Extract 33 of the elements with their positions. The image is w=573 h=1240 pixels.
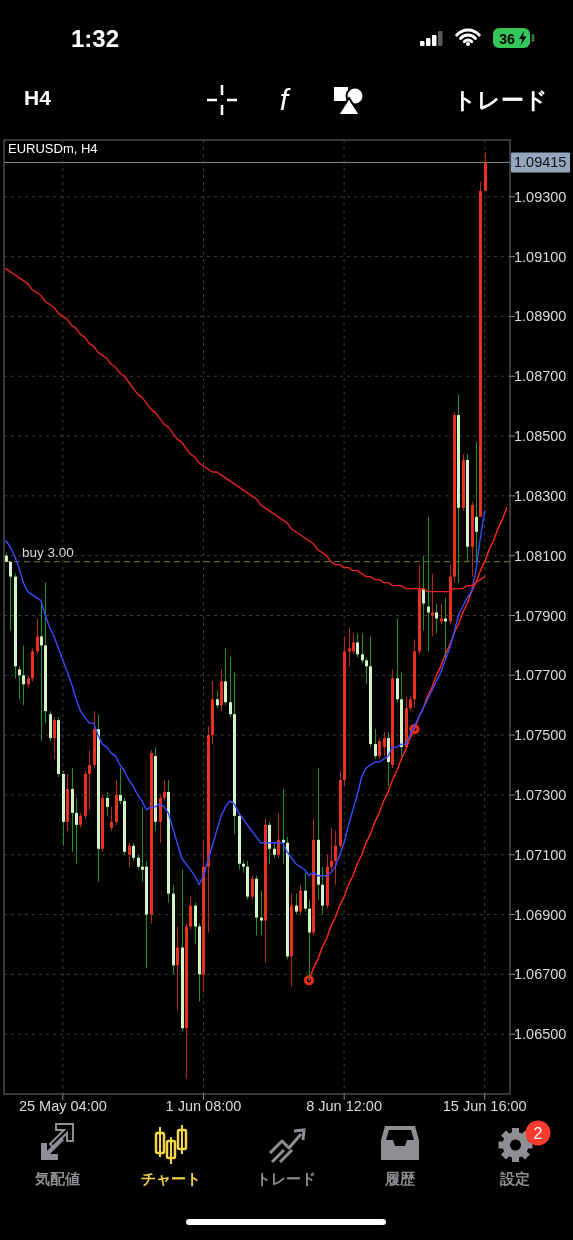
y-tick-label: 1.09300: [514, 188, 567, 205]
battery-level: 36: [499, 30, 515, 47]
y-tick-label: 1.06700: [514, 966, 567, 983]
price-tag: 1.09415: [511, 152, 570, 173]
ref-line-label: buy 3.00: [22, 544, 74, 560]
x-tick-label: 1 Jun 08:00: [165, 1098, 242, 1114]
y-tick-label: 1.07300: [514, 786, 567, 803]
x-tick-label: 15 Jun 16:00: [442, 1098, 527, 1114]
indicators-label: f: [279, 82, 289, 116]
y-tick-label: 1.06900: [514, 906, 567, 923]
trade-label: トレード: [453, 87, 548, 113]
tab-label: 気配値: [34, 1171, 80, 1187]
y-tick-label: 1.08500: [514, 428, 567, 445]
title: EURUSDm, H4: [8, 141, 98, 156]
badge-count: 2: [533, 1125, 543, 1142]
y-tick-label: 1.07500: [514, 727, 567, 744]
tab-label: 設定: [500, 1171, 530, 1187]
y-tick-label: 1.09100: [514, 248, 567, 265]
status-time: 1:32: [71, 24, 119, 52]
y-tick-label: 1.07900: [514, 607, 567, 624]
y-tick-label: 1.08300: [514, 487, 567, 504]
x-tick-label: 25 May 04:00: [18, 1098, 107, 1114]
y-tick-label: 1.08700: [514, 368, 567, 385]
tab-label: トレード: [256, 1171, 316, 1187]
y-tick-label: 1.06500: [514, 1026, 567, 1043]
y-tick-label: 1.07700: [514, 667, 567, 684]
y-tick-label: 1.07100: [514, 846, 567, 863]
x-tick-label: 8 Jun 12:00: [306, 1098, 382, 1114]
y-tick-label: 1.08900: [514, 308, 567, 325]
y-tick-label: 1.08100: [514, 547, 567, 564]
tab-label: チャート: [141, 1171, 201, 1187]
tab-label: 履歴: [385, 1171, 415, 1187]
timeframe-label: H4: [24, 85, 51, 109]
